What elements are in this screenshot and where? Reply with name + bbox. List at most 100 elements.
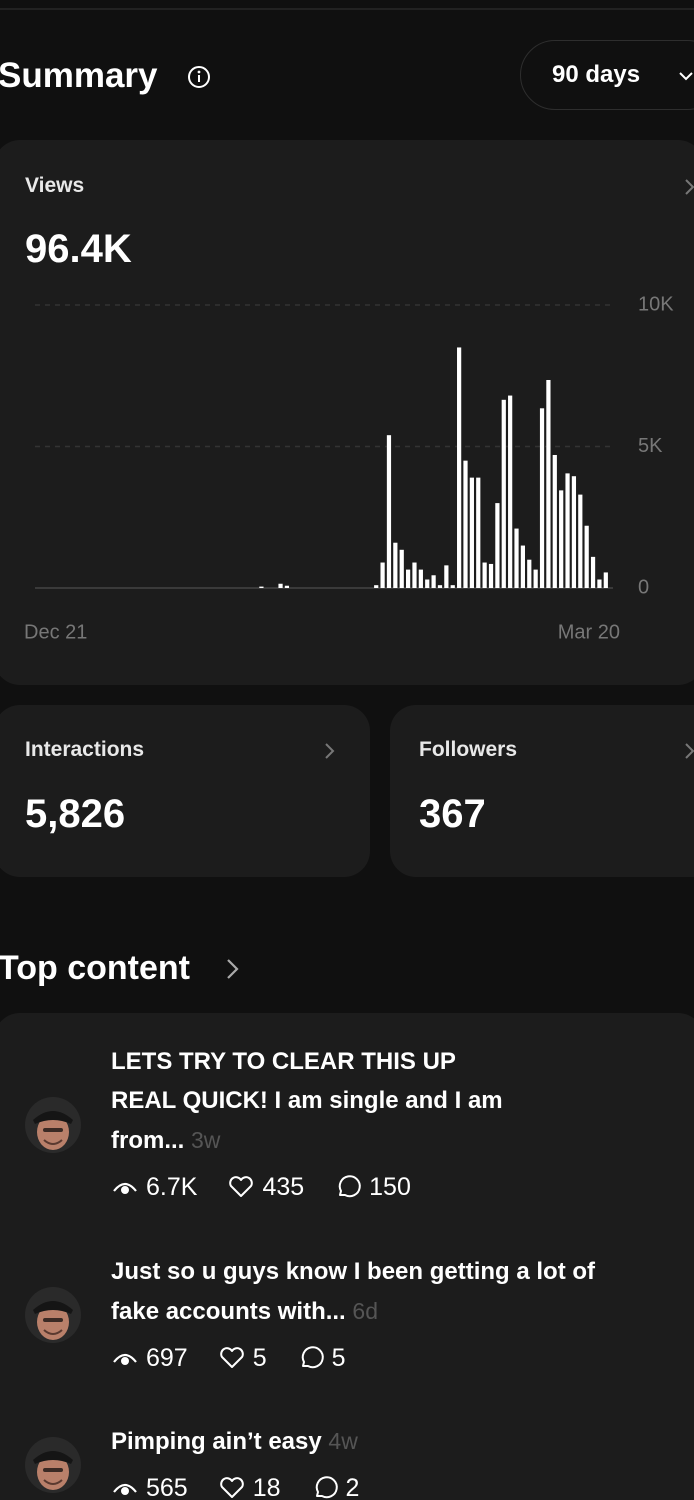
bar (476, 477, 481, 588)
bar (527, 559, 532, 588)
likes-count: 435 (262, 1172, 305, 1201)
views-label: Views (25, 174, 85, 197)
replies-count: 2 (345, 1473, 360, 1500)
bar (578, 494, 583, 588)
bar (450, 585, 455, 588)
x-tick-label: Dec 21 (24, 621, 87, 643)
post-text: REAL QUICK! I am single and I am (111, 1087, 503, 1114)
range-label: 90 days (552, 61, 641, 88)
bar (374, 585, 379, 588)
views-count: 6.7K (146, 1172, 198, 1201)
views-value: 96.4K (25, 227, 132, 271)
range-selector[interactable] (520, 40, 694, 110)
y-tick-label: 5K (638, 435, 663, 457)
bar (559, 490, 564, 588)
bar (495, 503, 500, 588)
bar (380, 562, 385, 588)
top-content-card (0, 1013, 694, 1500)
x-tick-label: Mar 20 (558, 621, 620, 643)
avatar[interactable] (24, 1436, 82, 1494)
bar (437, 585, 443, 588)
info-icon[interactable] (186, 64, 212, 90)
views-card[interactable] (0, 140, 694, 685)
replies-count: 5 (331, 1343, 346, 1372)
stat: 5 (297, 1344, 346, 1373)
replies-icon (315, 1476, 338, 1499)
avatar[interactable] (24, 1286, 82, 1344)
views-count: 697 (146, 1343, 188, 1372)
chevron (685, 179, 694, 195)
bar (501, 399, 506, 588)
bar (539, 408, 545, 588)
likes-icon (229, 1176, 254, 1197)
chevron (685, 743, 694, 759)
avatar[interactable] (24, 1096, 82, 1154)
post-text: fake accounts with... 6d (111, 1298, 378, 1325)
post-text: Pimping ain’t easy 4w (111, 1428, 358, 1455)
bar (520, 545, 526, 588)
views-icon (113, 1182, 137, 1194)
interactions-value: 5,826 (25, 792, 126, 836)
post-text: from... 3w (111, 1127, 221, 1154)
stat: 565 (111, 1474, 188, 1500)
views-icon (113, 1483, 137, 1495)
bar (405, 569, 411, 588)
followers-card[interactable] (390, 705, 694, 877)
stat: 6.7K (111, 1173, 197, 1202)
views-count: 565 (146, 1473, 188, 1500)
interactions-card[interactable] (0, 705, 370, 877)
bar (469, 477, 474, 588)
bar (444, 565, 449, 588)
stat: 5 (218, 1344, 267, 1373)
chevron (325, 743, 335, 759)
likes-count: 18 (252, 1473, 281, 1500)
dropdown-chevron (679, 72, 693, 81)
bar (412, 562, 417, 588)
replies-icon (338, 1175, 361, 1198)
top-divider (0, 8, 694, 10)
bar (399, 549, 404, 588)
views-chart: 0 5K 10K Dec 21 Mar 20 (24, 293, 674, 643)
followers-label: Followers (419, 738, 518, 761)
bar (386, 435, 392, 588)
post-text: LETS TRY TO CLEAR THIS UP (111, 1048, 456, 1075)
post-text: Just so u guys know I been getting a lot… (111, 1258, 596, 1285)
chevron (227, 959, 239, 979)
post-age: 3w (191, 1127, 221, 1153)
replies-count: 150 (369, 1172, 411, 1201)
likes-icon (219, 1347, 244, 1368)
bar (259, 586, 264, 588)
likes-count: 5 (252, 1343, 267, 1372)
post-age: 4w (328, 1428, 358, 1454)
likes-icon (219, 1477, 244, 1498)
bar (393, 542, 398, 588)
bar (533, 569, 538, 588)
bar (508, 395, 513, 588)
bar (482, 562, 487, 588)
post-stats: 697 5 5 (111, 1343, 376, 1373)
bar (597, 579, 602, 588)
y-tick-label: 10K (638, 293, 674, 315)
post-stats: 6.7K 435 150 (111, 1172, 441, 1202)
interactions-label: Interactions (25, 738, 145, 761)
bar (552, 454, 557, 588)
bar (431, 575, 436, 588)
followers-value: 367 (419, 792, 486, 836)
bar (457, 347, 462, 588)
bar (418, 569, 423, 588)
bar (488, 563, 494, 588)
bar (463, 460, 468, 588)
section-title: Summary (0, 56, 158, 95)
bar (546, 379, 551, 588)
replies-icon (301, 1346, 324, 1369)
stat: 697 (111, 1344, 188, 1373)
bar (425, 579, 430, 588)
views-icon (113, 1353, 137, 1365)
bar (284, 585, 290, 588)
bar (514, 528, 519, 588)
stat: 150 (334, 1173, 411, 1202)
section-title[interactable]: Top content (0, 949, 190, 987)
post-age: 6d (352, 1298, 378, 1324)
bar (603, 572, 608, 588)
